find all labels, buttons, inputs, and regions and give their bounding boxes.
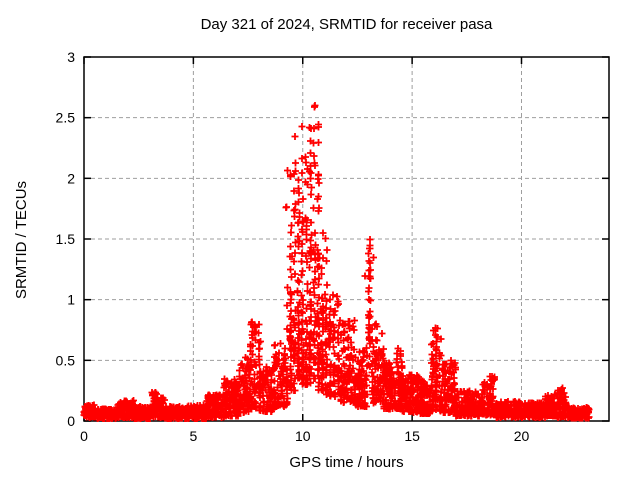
scatter-points — [80, 102, 593, 422]
x-tick-label: 0 — [80, 428, 88, 444]
x-tick-label: 5 — [189, 428, 197, 444]
chart-title: Day 321 of 2024, SRMTID for receiver pas… — [200, 16, 493, 33]
y-tick-label: 0.5 — [56, 352, 76, 368]
y-tick-label: 3 — [67, 49, 75, 65]
x-tick-label: 20 — [514, 428, 530, 444]
y-tick-label: 2.5 — [56, 110, 76, 126]
y-tick-label: 0 — [67, 413, 75, 429]
y-tick-label: 1.5 — [56, 231, 76, 247]
x-tick-label: 15 — [404, 428, 420, 444]
x-tick-label: 10 — [295, 428, 311, 444]
y-tick-label: 1 — [67, 292, 75, 308]
x-axis-label: GPS time / hours — [289, 454, 404, 471]
y-tick-label: 2 — [67, 170, 75, 186]
